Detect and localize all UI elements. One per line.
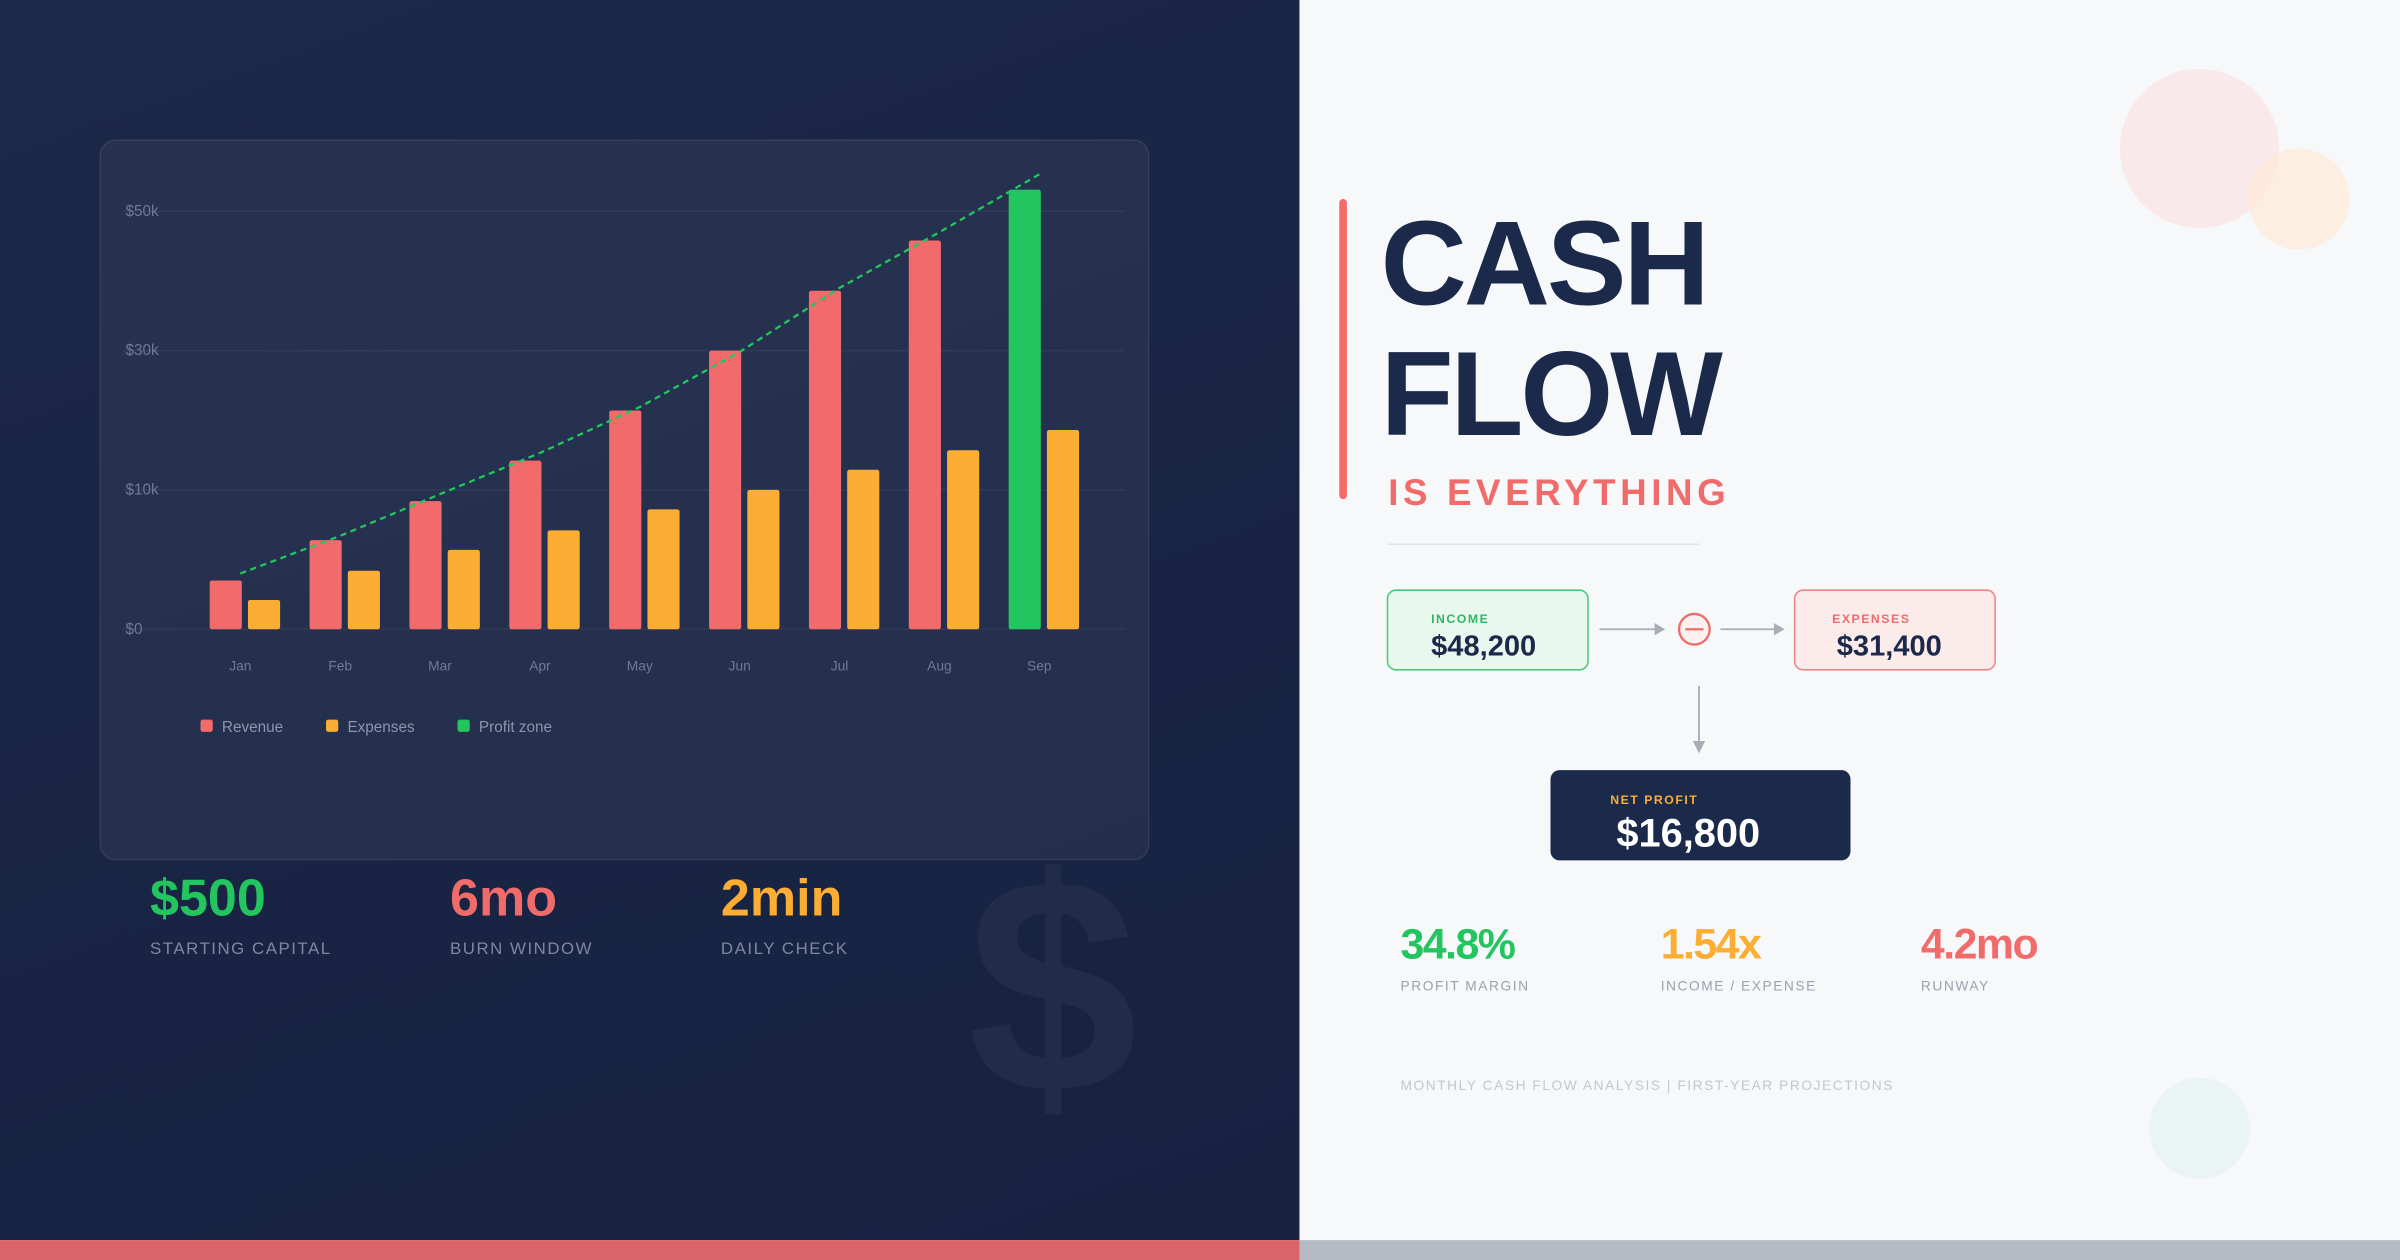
watermark: $ <box>967 834 1137 1140</box>
footer: MONTHLY CASH FLOW ANALYSIS | FIRST-YEAR … <box>1400 1077 1894 1094</box>
legend-swatch <box>326 719 339 732</box>
flow-arrows <box>1599 612 1785 754</box>
bar <box>747 489 780 630</box>
metric-value: 1.54x <box>1660 920 1762 968</box>
tagline: IS EVERYTHING <box>1388 473 1731 515</box>
y-tick-label: $0 <box>126 621 143 638</box>
x-tick-label: May <box>627 659 653 674</box>
bar <box>1008 189 1041 630</box>
title: FLOW <box>1380 326 1723 461</box>
box-value: $16,800 <box>1616 809 1761 856</box>
bar <box>347 570 380 630</box>
x-tick-label: Aug <box>927 659 951 674</box>
bar <box>947 450 980 630</box>
bar <box>808 290 842 630</box>
stat-value: 2min <box>720 869 843 928</box>
x-tick-label: Mar <box>428 659 452 674</box>
x-tick-label: Jul <box>831 659 849 674</box>
decor-circle <box>2248 148 2350 250</box>
stat-label: STARTING CAPITAL <box>149 940 332 959</box>
decor-circle <box>2148 1077 2250 1179</box>
legend-label: Profit zone <box>479 719 552 736</box>
box-label: INCOME <box>1431 612 1490 627</box>
y-tick-label: $30k <box>126 342 160 359</box>
bottom-strip <box>1299 1240 2400 1260</box>
box-label: EXPENSES <box>1832 612 1911 627</box>
net-box: NET PROFIT $16,800 <box>1550 770 1851 861</box>
metric-value: 4.2mo <box>1920 920 2039 968</box>
bar <box>609 410 642 630</box>
bar <box>247 599 281 630</box>
x-tick-label: Sep <box>1027 659 1052 674</box>
metric-value: 34.8% <box>1400 920 1515 968</box>
bar <box>908 240 941 630</box>
bar <box>209 580 242 630</box>
y-tick-label: $10k <box>126 482 160 499</box>
x-tick-label: Apr <box>529 659 551 674</box>
legend-label: Revenue <box>222 719 283 736</box>
stat-value: $500 <box>149 869 266 928</box>
bar <box>509 460 542 630</box>
box-value: $48,200 <box>1431 630 1537 663</box>
chart: $0 $10k $30k $50k Jan Feb Mar Apr May Jun Jul Aug Se… <box>125 173 1080 736</box>
bar <box>647 509 680 630</box>
arrowhead <box>1692 741 1706 754</box>
divider <box>1388 543 1699 546</box>
arrowhead <box>1654 623 1666 636</box>
legend-swatch <box>457 719 470 732</box>
metric-label: PROFIT MARGIN <box>1400 978 1530 994</box>
income-box: INCOME $48,200 <box>1386 589 1589 671</box>
bar <box>547 530 580 630</box>
bar <box>447 549 480 630</box>
bar <box>709 350 742 630</box>
accent-bar <box>1339 199 1347 500</box>
legend-label: Expenses <box>347 719 415 736</box>
bar <box>409 501 442 630</box>
x-tick-label: Jan <box>229 659 251 674</box>
box-label: NET PROFIT <box>1610 793 1699 807</box>
stat-label: BURN WINDOW <box>449 940 594 959</box>
arrowhead <box>1773 623 1785 636</box>
legend-swatch <box>200 719 213 732</box>
box-value: $31,400 <box>1836 630 1942 663</box>
y-tick-label: $50k <box>126 203 160 220</box>
x-tick-label: Feb <box>328 659 352 674</box>
title: CASH <box>1380 195 1710 331</box>
expenses-box: EXPENSES $31,400 <box>1793 589 1996 671</box>
bar <box>309 540 342 630</box>
bar <box>1046 430 1080 630</box>
x-tick-label: Jun <box>729 659 751 674</box>
bottom-strip <box>0 1240 1300 1260</box>
metric-label: INCOME / EXPENSE <box>1660 978 1817 994</box>
metric-label: RUNWAY <box>1920 978 1990 994</box>
bar <box>847 469 880 630</box>
stat-value: 6mo <box>449 869 558 928</box>
stat-label: DAILY CHECK <box>720 940 849 959</box>
trend-line <box>239 173 1040 575</box>
